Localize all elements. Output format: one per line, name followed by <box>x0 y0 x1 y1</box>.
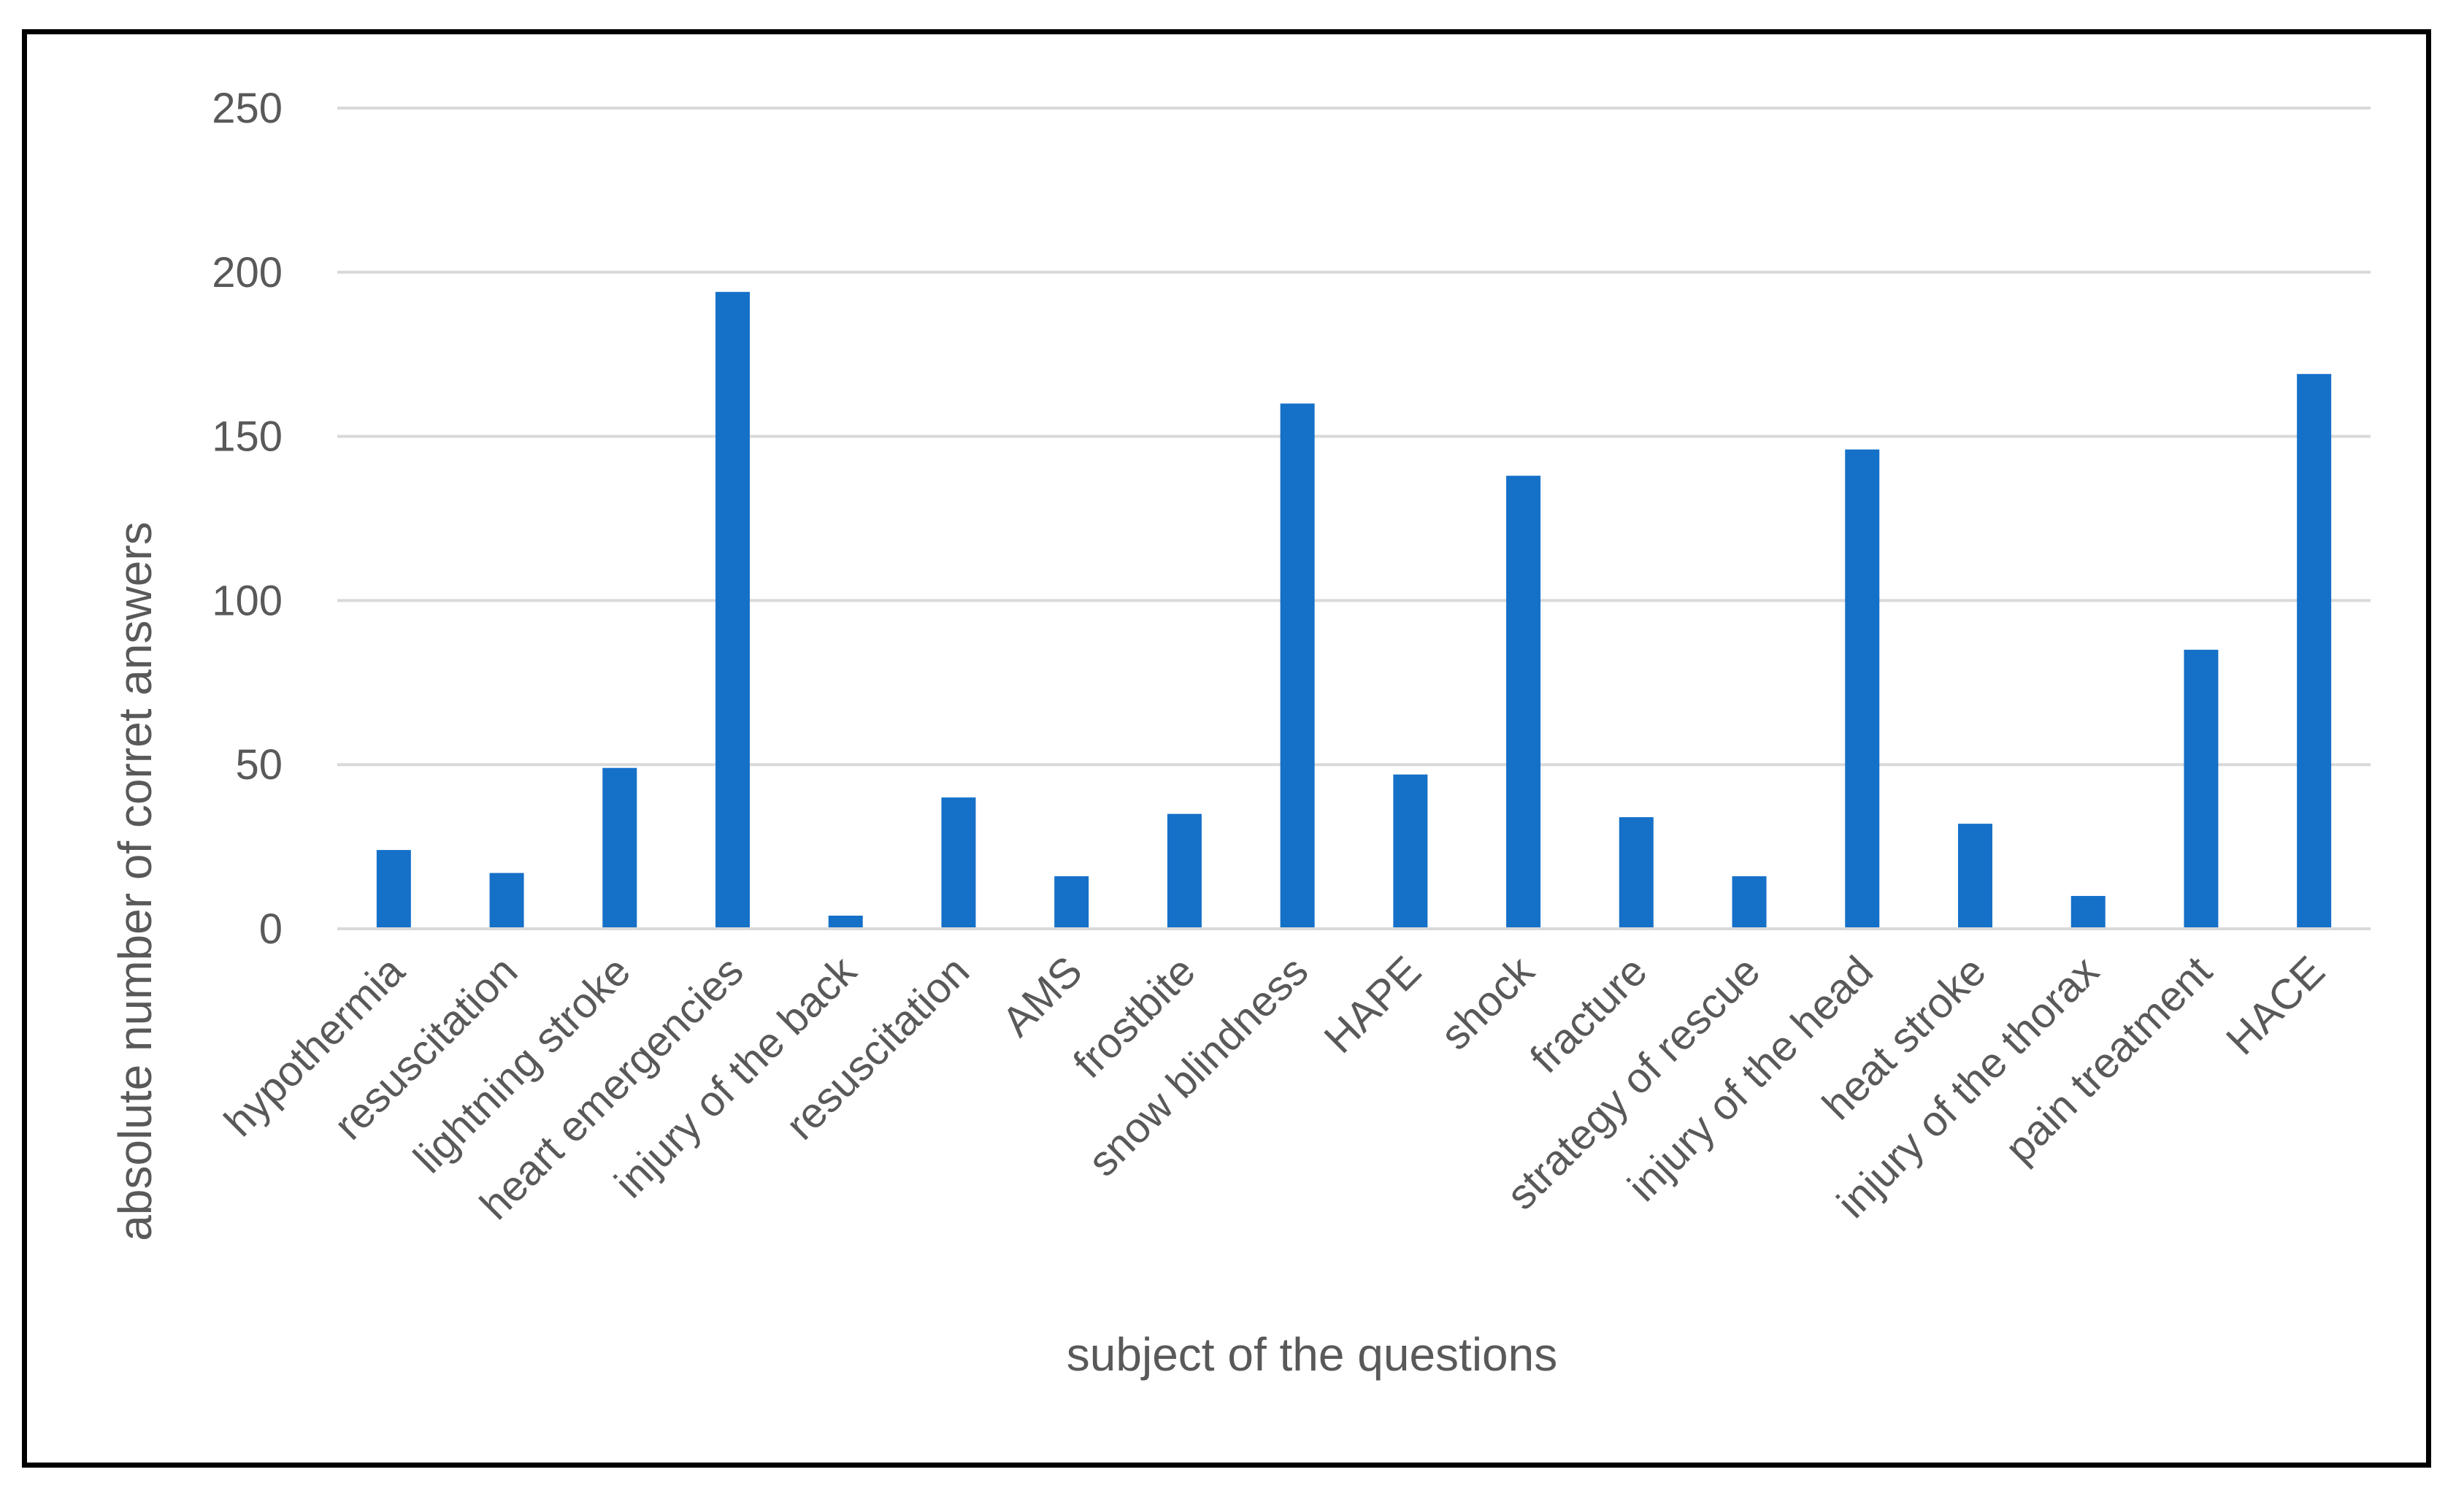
bar <box>1732 876 1767 929</box>
y-axis-ticks: 0 50 100 150 200 250 <box>212 85 283 953</box>
bar <box>1167 813 1202 929</box>
chart-frame: 0 50 100 150 200 250 hypothermia resuscitation… <box>22 29 2431 1468</box>
y-tick-label: 150 <box>212 413 283 461</box>
bar <box>1393 774 1428 929</box>
x-tick-label: HACE <box>2217 947 2334 1064</box>
bar <box>1845 449 1880 929</box>
x-tick-label: pain treatment <box>1996 947 2221 1172</box>
y-tick-label: 250 <box>212 85 283 132</box>
bar <box>2297 374 2332 929</box>
bar <box>715 291 751 929</box>
y-tick-label: 200 <box>212 249 283 296</box>
bars <box>376 291 2332 929</box>
bar <box>489 873 524 929</box>
y-axis-title: absolute number of corret answers <box>109 521 161 1241</box>
y-tick-label: 0 <box>259 905 283 953</box>
bar <box>602 767 637 929</box>
x-axis-title: subject of the questions <box>1067 1328 1557 1381</box>
y-tick-label: 100 <box>212 577 283 624</box>
y-tick-label: 50 <box>235 741 283 789</box>
bar-chart: 0 50 100 150 200 250 hypothermiaresuscitation… <box>109 85 2371 1381</box>
bar <box>2184 649 2219 929</box>
bar <box>2070 896 2106 929</box>
bar <box>941 797 976 929</box>
bar <box>1506 475 1541 929</box>
x-tick-label: AMS <box>993 947 1091 1046</box>
bar <box>828 916 863 929</box>
bar <box>1280 403 1315 929</box>
gridlines <box>337 107 2371 767</box>
bar <box>1619 817 1654 929</box>
bar <box>376 850 411 929</box>
x-tick-label: HAPE <box>1315 947 1430 1062</box>
bar <box>1957 824 1992 929</box>
bar <box>1054 876 1089 929</box>
